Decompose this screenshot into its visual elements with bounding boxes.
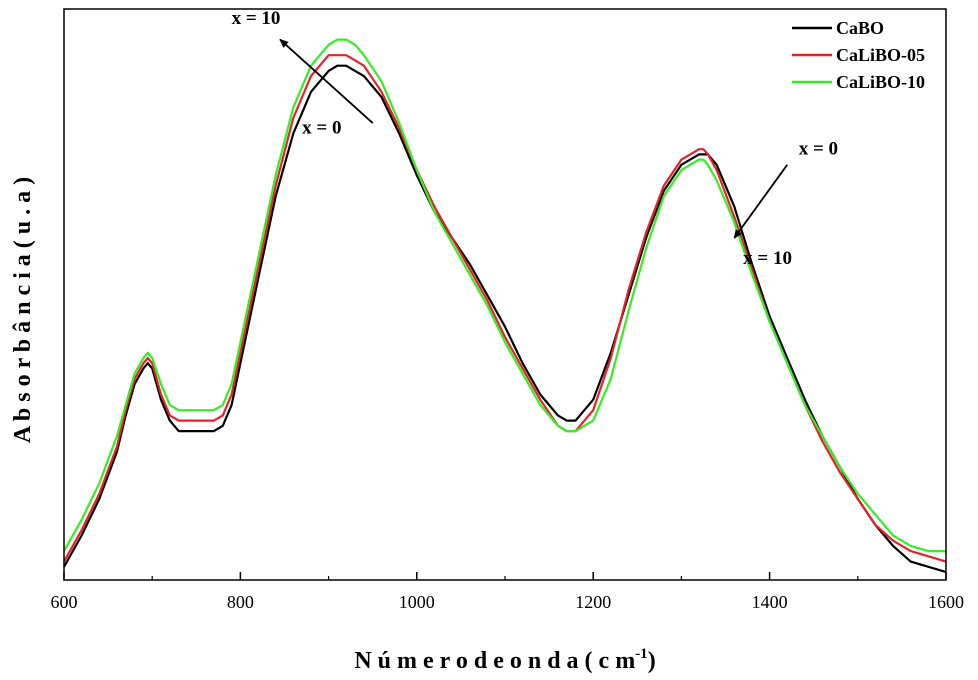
x-axis: 600 800 1000 1200 1400 1600 — [51, 572, 964, 612]
y-axis-title: A b s o r b â n c i a ( u . a ) — [10, 177, 36, 443]
plot-lines — [63, 38, 947, 574]
legend-label: CaBO — [836, 18, 884, 38]
annotations: x = 10 x = 0 x = 0 x = 10 — [232, 8, 838, 269]
x-axis-title-close: ) — [648, 648, 656, 674]
legend: CaBO CaLiBO-05 CaLiBO-10 — [792, 18, 925, 92]
x-tick-label: 600 — [51, 592, 78, 612]
x-tick-label: 1600 — [928, 592, 964, 612]
x-tick-label: 800 — [227, 592, 254, 612]
series-line-2 — [63, 54, 947, 563]
plot-frame — [63, 8, 947, 581]
x-axis-title-main: N ú m e r o d e o n d a ( c m — [354, 648, 635, 674]
x-axis-title: N ú m e r o d e o n d a ( c m-1) — [354, 646, 655, 674]
annotation-label: x = 10 — [232, 8, 281, 29]
legend-label: CaLiBO-10 — [836, 72, 925, 92]
annotation-arrow — [279, 38, 374, 124]
annotation-arrow — [733, 164, 788, 239]
legend-label: CaLiBO-05 — [836, 45, 925, 65]
x-tick-label: 1400 — [752, 592, 788, 612]
x-axis-title-superscript: -1 — [635, 646, 648, 662]
x-tick-label: 1200 — [575, 592, 611, 612]
annotation-label: x = 10 — [743, 248, 792, 269]
annotation-label: x = 0 — [799, 138, 838, 159]
series-line-3 — [63, 38, 946, 553]
annotation-label: x = 0 — [302, 118, 341, 139]
x-tick-label: 1000 — [399, 592, 435, 612]
